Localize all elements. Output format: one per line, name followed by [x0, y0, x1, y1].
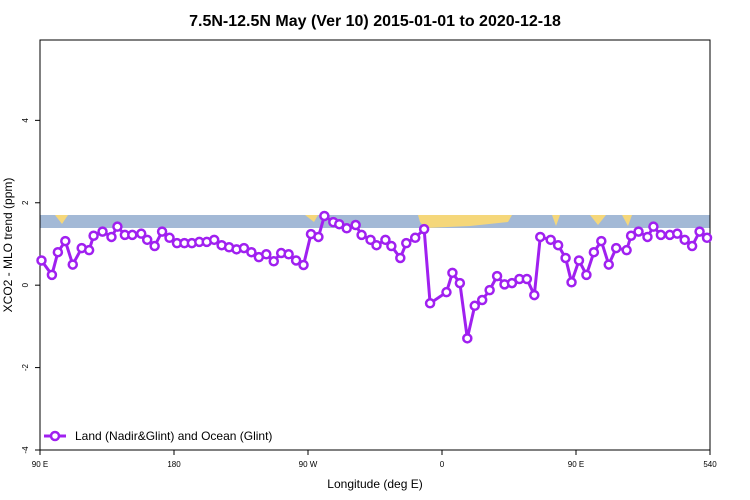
- point: [552, 239, 564, 251]
- point: [701, 232, 713, 244]
- y-axis-label: XCO2 - MLO trend (ppm): [1, 178, 15, 313]
- point: [447, 267, 458, 279]
- point: [135, 228, 147, 239]
- point: [60, 235, 71, 247]
- point: [313, 231, 324, 243]
- point: [535, 231, 546, 243]
- point: [46, 269, 58, 281]
- plot-frame: [39, 39, 711, 451]
- point: [106, 231, 117, 243]
- x-tick-label: 540: [703, 460, 717, 469]
- point: [395, 252, 406, 264]
- y-tick-label: -4: [21, 446, 30, 454]
- point: [560, 252, 571, 264]
- point: [246, 246, 257, 258]
- point: [319, 210, 330, 222]
- point: [350, 219, 361, 231]
- point: [208, 234, 220, 246]
- point: [476, 294, 488, 306]
- point: [156, 226, 168, 237]
- x-tick-label: 0: [440, 460, 445, 469]
- point: [238, 242, 250, 254]
- point: [334, 218, 345, 230]
- x-tick-label: 90 W: [299, 460, 318, 469]
- point: [686, 240, 698, 252]
- point: [454, 277, 466, 289]
- point: [67, 259, 79, 270]
- point: [566, 277, 577, 288]
- point: [462, 333, 473, 344]
- point: [648, 221, 659, 232]
- point: [424, 298, 436, 309]
- point: [141, 234, 153, 246]
- point: [88, 230, 99, 241]
- point: [581, 269, 592, 281]
- point: [164, 232, 175, 244]
- point: [83, 244, 95, 256]
- y-tick-label: 4: [21, 118, 30, 123]
- point: [298, 259, 309, 271]
- point: [529, 289, 540, 301]
- point: [401, 237, 412, 249]
- point: [418, 223, 430, 235]
- point: [283, 249, 294, 260]
- point: [521, 273, 533, 285]
- point: [625, 230, 637, 241]
- point: [409, 232, 421, 244]
- point: [694, 226, 705, 237]
- point: [484, 284, 495, 296]
- point: [341, 223, 352, 234]
- point: [642, 231, 653, 243]
- y-tick-label: 0: [21, 282, 30, 287]
- point: [469, 300, 481, 312]
- point: [573, 255, 585, 266]
- point: [671, 228, 683, 239]
- x-tick-label: 180: [167, 460, 181, 469]
- land-ocean-strip: [40, 215, 710, 228]
- point: [603, 259, 615, 270]
- point: [386, 240, 397, 252]
- x-axis-label: Longitude (deg E): [327, 477, 422, 491]
- point: [506, 277, 518, 289]
- point: [380, 234, 391, 246]
- point: [356, 229, 367, 241]
- legend-label: Land (Nadir&Glint) and Ocean (Glint): [75, 429, 272, 443]
- point: [679, 234, 690, 246]
- point: [268, 256, 280, 267]
- point: [290, 255, 302, 266]
- y-tick-label: 2: [21, 200, 30, 205]
- point: [545, 234, 556, 246]
- point: [621, 244, 632, 256]
- point: [588, 246, 600, 258]
- x-tick-label: 90 E: [568, 460, 584, 469]
- point: [149, 240, 160, 252]
- point: [596, 235, 607, 247]
- legend-marker: [49, 430, 61, 442]
- point: [52, 246, 64, 258]
- point: [97, 226, 108, 237]
- chart-title: 7.5N-12.5N May (Ver 10) 2015-01-01 to 20…: [189, 13, 561, 30]
- point: [261, 249, 272, 260]
- y-tick-label: -2: [21, 363, 30, 371]
- point: [127, 229, 138, 241]
- point: [441, 286, 452, 298]
- point: [371, 239, 382, 251]
- point: [610, 242, 622, 254]
- point: [655, 229, 667, 241]
- point: [633, 226, 644, 237]
- point: [36, 255, 47, 266]
- point: [112, 221, 123, 232]
- point: [491, 270, 503, 282]
- x-tick-label: 90 E: [32, 460, 48, 469]
